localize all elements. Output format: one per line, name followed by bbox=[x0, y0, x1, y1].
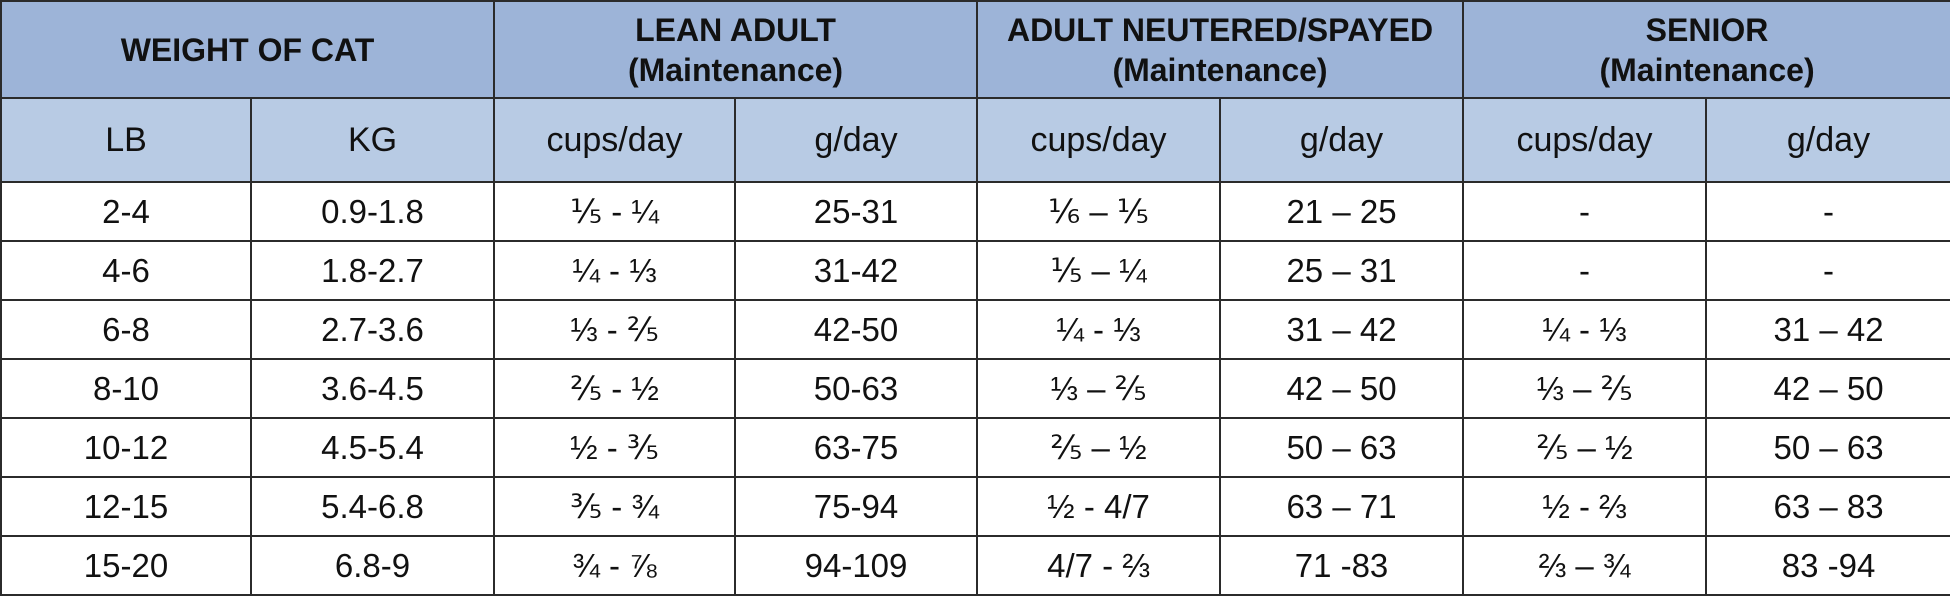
cell-lean-cups: ⅗ - ¾ bbox=[493, 476, 736, 537]
cell-lean-cups: ⅖ - ½ bbox=[493, 358, 736, 419]
cell-lb: 2-4 bbox=[0, 181, 252, 242]
cell-senior-grams: 42 – 50 bbox=[1705, 358, 1950, 419]
column-header-row: LB KG cups/day g/day cups/day g/day cups… bbox=[0, 97, 1950, 183]
group-subtitle: (Maintenance) bbox=[627, 51, 844, 88]
cell-senior-cups: ⅖ – ½ bbox=[1462, 417, 1708, 478]
cell-neutered-cups: ⅖ – ½ bbox=[976, 417, 1222, 478]
cell-kg: 0.9-1.8 bbox=[250, 181, 495, 242]
cell-lb: 6-8 bbox=[0, 299, 252, 360]
group-header-adult-neutered: ADULT NEUTERED/SPAYED (Maintenance) bbox=[976, 0, 1465, 99]
group-header-lean-adult: LEAN ADULT (Maintenance) bbox=[492, 0, 979, 99]
group-title: WEIGHT OF CAT bbox=[120, 31, 375, 68]
cell-senior-cups: - bbox=[1462, 181, 1708, 242]
cell-neutered-cups: ⅙ – ⅕ bbox=[976, 181, 1222, 242]
group-header-weight: WEIGHT OF CAT bbox=[0, 0, 495, 99]
cell-lean-cups: ¼ - ⅓ bbox=[493, 240, 736, 301]
cell-kg: 6.8-9 bbox=[250, 535, 495, 596]
cell-kg: 3.6-4.5 bbox=[250, 358, 495, 419]
cell-neutered-cups: ⅕ – ¼ bbox=[976, 240, 1222, 301]
column-header-lb: LB bbox=[0, 97, 252, 183]
cell-lean-cups: ¾ - ⅞ bbox=[493, 535, 736, 596]
cell-senior-grams: - bbox=[1705, 181, 1950, 242]
cell-kg: 4.5-5.4 bbox=[250, 417, 495, 478]
cell-senior-cups: ⅔ – ¾ bbox=[1462, 535, 1708, 596]
table-row: 6-8 2.7-3.6 ⅓ - ⅖ 42-50 ¼ - ⅓ 31 – 42 ¼ … bbox=[0, 299, 1950, 360]
table-row: 12-15 5.4-6.8 ⅗ - ¾ 75-94 ½ - 4/7 63 – 7… bbox=[0, 476, 1950, 537]
group-title: LEAN ADULT bbox=[635, 11, 836, 48]
group-title: ADULT NEUTERED/SPAYED bbox=[1006, 11, 1434, 48]
cell-lean-grams: 94-109 bbox=[733, 535, 979, 596]
cell-senior-grams: 31 – 42 bbox=[1705, 299, 1950, 360]
group-subtitle: (Maintenance) bbox=[1112, 51, 1328, 88]
cell-neutered-cups: ¼ - ⅓ bbox=[976, 299, 1222, 360]
cell-lb: 10-12 bbox=[0, 417, 252, 478]
cell-neutered-cups: ⅓ – ⅖ bbox=[976, 358, 1222, 419]
cell-lb: 4-6 bbox=[0, 240, 252, 301]
cell-lb: 12-15 bbox=[0, 476, 252, 537]
cell-neutered-grams: 21 – 25 bbox=[1219, 181, 1465, 242]
column-header-lean-grams: g/day bbox=[733, 97, 979, 183]
cell-lean-grams: 75-94 bbox=[733, 476, 979, 537]
feeding-guide-table: WEIGHT OF CAT LEAN ADULT (Maintenance) A… bbox=[0, 0, 1950, 596]
cell-lean-grams: 25-31 bbox=[733, 181, 979, 242]
cell-senior-cups: ⅓ – ⅖ bbox=[1462, 358, 1708, 419]
cell-neutered-cups: 4/7 - ⅔ bbox=[976, 535, 1222, 596]
table-row: 2-4 0.9-1.8 ⅕ - ¼ 25-31 ⅙ – ⅕ 21 – 25 - … bbox=[0, 181, 1950, 242]
cell-lean-grams: 31-42 bbox=[733, 240, 979, 301]
cell-kg: 1.8-2.7 bbox=[250, 240, 495, 301]
cell-senior-cups: ½ - ⅔ bbox=[1462, 476, 1708, 537]
column-header-senior-cups: cups/day bbox=[1462, 97, 1708, 183]
cell-lean-grams: 50-63 bbox=[733, 358, 979, 419]
column-header-lean-cups: cups/day bbox=[493, 97, 736, 183]
cell-neutered-grams: 25 – 31 bbox=[1219, 240, 1465, 301]
group-header-row: WEIGHT OF CAT LEAN ADULT (Maintenance) A… bbox=[0, 0, 1950, 99]
group-header-senior: SENIOR (Maintenance) bbox=[1462, 0, 1950, 99]
cell-senior-cups: ¼ - ⅓ bbox=[1462, 299, 1708, 360]
column-header-neutered-grams: g/day bbox=[1219, 97, 1465, 183]
table-row: 15-20 6.8-9 ¾ - ⅞ 94-109 4/7 - ⅔ 71 -83 … bbox=[0, 535, 1950, 596]
cell-kg: 5.4-6.8 bbox=[250, 476, 495, 537]
cell-lean-cups: ⅕ - ¼ bbox=[493, 181, 736, 242]
cell-lb: 15-20 bbox=[0, 535, 252, 596]
cell-neutered-grams: 50 – 63 bbox=[1219, 417, 1465, 478]
group-title: SENIOR bbox=[1645, 11, 1769, 48]
cell-lb: 8-10 bbox=[0, 358, 252, 419]
cell-neutered-grams: 63 – 71 bbox=[1219, 476, 1465, 537]
column-header-neutered-cups: cups/day bbox=[976, 97, 1222, 183]
cell-lean-grams: 42-50 bbox=[733, 299, 979, 360]
cell-senior-grams: 63 – 83 bbox=[1705, 476, 1950, 537]
cell-neutered-grams: 71 -83 bbox=[1219, 535, 1465, 596]
cell-senior-cups: - bbox=[1462, 240, 1708, 301]
column-header-kg: KG bbox=[250, 97, 495, 183]
cell-lean-cups: ⅓ - ⅖ bbox=[493, 299, 736, 360]
cell-senior-grams: - bbox=[1705, 240, 1950, 301]
table-row: 10-12 4.5-5.4 ½ - ⅗ 63-75 ⅖ – ½ 50 – 63 … bbox=[0, 417, 1950, 478]
cell-kg: 2.7-3.6 bbox=[250, 299, 495, 360]
group-subtitle: (Maintenance) bbox=[1599, 51, 1815, 88]
cell-senior-grams: 50 – 63 bbox=[1705, 417, 1950, 478]
cell-lean-grams: 63-75 bbox=[733, 417, 979, 478]
cell-neutered-grams: 31 – 42 bbox=[1219, 299, 1465, 360]
cell-lean-cups: ½ - ⅗ bbox=[493, 417, 736, 478]
cell-neutered-grams: 42 – 50 bbox=[1219, 358, 1465, 419]
cell-senior-grams: 83 -94 bbox=[1705, 535, 1950, 596]
column-header-senior-grams: g/day bbox=[1705, 97, 1950, 183]
cell-neutered-cups: ½ - 4/7 bbox=[976, 476, 1222, 537]
table-row: 4-6 1.8-2.7 ¼ - ⅓ 31-42 ⅕ – ¼ 25 – 31 - … bbox=[0, 240, 1950, 301]
table-row: 8-10 3.6-4.5 ⅖ - ½ 50-63 ⅓ – ⅖ 42 – 50 ⅓… bbox=[0, 358, 1950, 419]
